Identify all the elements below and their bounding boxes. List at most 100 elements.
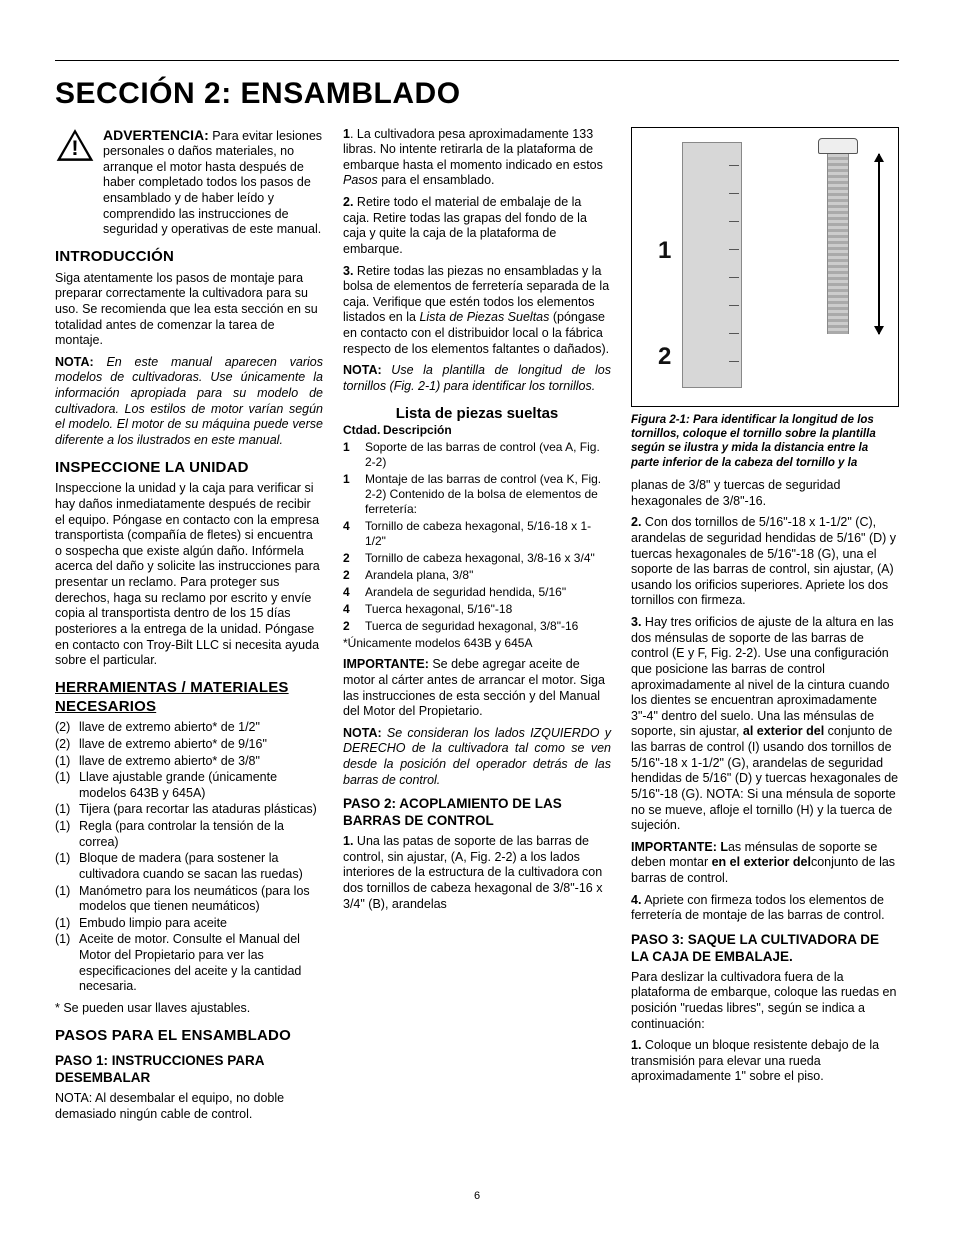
list-item: (1)Regla (para controlar la tensión de l… [55,819,323,850]
warning-text: ADVERTENCIA: Para evitar lesiones person… [103,127,323,238]
desc: Embudo limpio para aceite [79,916,323,932]
parts-title: Lista de piezas sueltas [343,405,611,424]
step1-p2: 2. Retire todo el material de embalaje d… [343,195,611,258]
step1-note2: NOTA: Use la plantilla de longitud de lo… [343,363,611,394]
bold: al exterior del [743,724,824,738]
qty: 4 [343,519,365,549]
warning-lead: ADVERTENCIA: [103,127,209,143]
parts-header: Ctdad. Descripción [343,423,611,438]
list-item: (1)Manómetro para los neumáticos (para l… [55,884,323,915]
inspect-heading: INSPECCIONE LA UNIDAD [55,459,323,478]
qty: (1) [55,932,79,995]
qty: (2) [55,737,79,753]
body: Una las patas de soporte de las barras d… [343,834,602,911]
inspect-p1: Inspeccione la unidad y la caja para ver… [55,481,323,669]
figure-label-2: 2 [658,342,671,372]
body: Con dos tornillos de 5/16"-18 x 1-1/2" (… [631,515,896,607]
intro-p1: Siga atentamente los pasos de montaje pa… [55,271,323,349]
step3-heading: PASO 3: SAQUE LA CULTIVADORA DE LA CAJA … [631,932,899,966]
desc: Arandela plana, 3/8" [365,568,611,583]
list-item: (1)Embudo limpio para aceite [55,916,323,932]
list-item: (1)Bloque de madera (para sostener la cu… [55,851,323,882]
qty: (1) [55,916,79,932]
important1: IMPORTANTE: Se debe agregar aceite de mo… [343,657,611,720]
body: Coloque un bloque resistente debajo de l… [631,1038,879,1083]
note3: NOTA: Se consideran los lados IZQUIERDO … [343,726,611,789]
list-item: 1Montaje de las barras de control (vea K… [343,472,611,517]
qty: (1) [55,851,79,882]
qty: 1 [343,472,365,517]
desc: Tuerca hexagonal, 5/16"-18 [365,602,611,617]
col3-cont: planas de 3/8" y tuercas de seguridad he… [631,478,899,509]
step2-heading: PASO 2: ACOPLAMIENTO DE LAS BARRAS DE CO… [343,796,611,830]
step1-heading: PASO 1: INSTRUCCIONES PARA DESEMBALAR [55,1053,323,1087]
lead: 2. [343,195,353,209]
desc: Soporte de las barras de control (vea A,… [365,440,611,470]
step3-p: Para deslizar la cultivadora fuera de la… [631,970,899,1033]
list-item: (2)llave de extremo abierto* de 1/2" [55,720,323,736]
list-item: 4Tornillo de cabeza hexagonal, 5/16-18 x… [343,519,611,549]
qty: 2 [343,568,365,583]
qty: 4 [343,585,365,600]
figure-caption: Figura 2-1: Para identificar la longitud… [631,413,899,471]
step1-p3: 3. Retire todas las piezas no ensamblada… [343,264,611,358]
tools-list: (2)llave de extremo abierto* de 1/2" (2)… [55,720,323,995]
list-item: 4Arandela de seguridad hendida, 5/16" [343,585,611,600]
body: . La cultivadora pesa aproximadamente 13… [343,127,603,172]
list-item: (2)llave de extremo abierto* de 9/16" [55,737,323,753]
desc: llave de extremo abierto* de 9/16" [79,737,323,753]
desc: llave de extremo abierto* de 1/2" [79,720,323,736]
lead: 2. [631,515,641,529]
note-body: En este manual aparecen varios modelos d… [55,355,323,447]
step1-p1: 1. La cultivadora pesa aproximadamente 1… [343,127,611,190]
figure-label-1: 1 [658,236,671,266]
body-b: conjunto de las barras de control (I) us… [631,724,898,832]
list-item: (1)Tijera (para recortar las ataduras pl… [55,802,323,818]
desc: Regla (para controlar la tensión de la c… [79,819,323,850]
svg-text:!: ! [71,135,78,160]
warning-block: ! ADVERTENCIA: Para evitar lesiones pers… [55,127,323,238]
section-title: SECCIÓN 2: ENSAMBLADO [55,75,899,113]
lead: 3. [343,264,353,278]
lead: 4. [631,893,641,907]
intro-note: NOTA: En este manual aparecen varios mod… [55,355,323,449]
body-a: Hay tres orificios de ajuste de la altur… [631,615,894,738]
col-desc: Descripción [383,423,452,438]
qty: 1 [343,440,365,470]
desc: Tornillo de cabeza hexagonal, 5/16-18 x … [365,519,611,549]
step3-p1: 1. Coloque un bloque resistente debajo d… [631,1038,899,1085]
parts-footnote: *Únicamente modelos 643B y 645A [343,636,611,651]
lead: IMPORTANTE: L [631,840,728,854]
qty: 2 [343,619,365,634]
qty: 2 [343,551,365,566]
lead: NOTA: [343,363,382,377]
col3-p3: 3. Hay tres orificios de ajuste de la al… [631,615,899,834]
desc: Arandela de seguridad hendida, 5/16" [365,585,611,600]
page-number: 6 [55,1190,899,1204]
body: Apriete con firmeza todos los elementos … [631,893,885,923]
col3-p2: 2. Con dos tornillos de 5/16"-18 x 1-1/2… [631,515,899,609]
lead: 1. [343,834,353,848]
tools-heading: HERRAMIENTAS / MATERIALES NECESARIOS [55,679,323,717]
qty: (1) [55,802,79,818]
em: Pasos [343,173,378,187]
step2-p1: 1. Una las patas de soporte de las barra… [343,834,611,912]
parts-list: 1Soporte de las barras de control (vea A… [343,440,611,634]
col3-p4: 4. Apriete con firmeza todos los element… [631,893,899,924]
qty: 4 [343,602,365,617]
list-item: 2Arandela plana, 3/8" [343,568,611,583]
lead: 1 [343,127,350,141]
tools-footnote: * Se pueden usar llaves ajustables. [55,1001,323,1017]
assembly-heading: PASOS PARA EL ENSAMBLADO [55,1027,323,1046]
desc: Bloque de madera (para sostener la culti… [79,851,323,882]
intro-heading: INTRODUCCIÓN [55,248,323,267]
list-item: (1)llave de extremo abierto* de 3/8" [55,754,323,770]
desc: Tornillo de cabeza hexagonal, 3/8-16 x 3… [365,551,611,566]
list-item: (1)Llave ajustable grande (únicamente mo… [55,770,323,801]
note-lead: NOTA: [55,355,94,369]
desc: Aceite de motor. Consulte el Manual del … [79,932,323,995]
warning-icon: ! [55,127,95,163]
qty: (1) [55,819,79,850]
qty: (1) [55,770,79,801]
col3-important: IMPORTANTE: Las ménsulas de soporte se d… [631,840,899,887]
